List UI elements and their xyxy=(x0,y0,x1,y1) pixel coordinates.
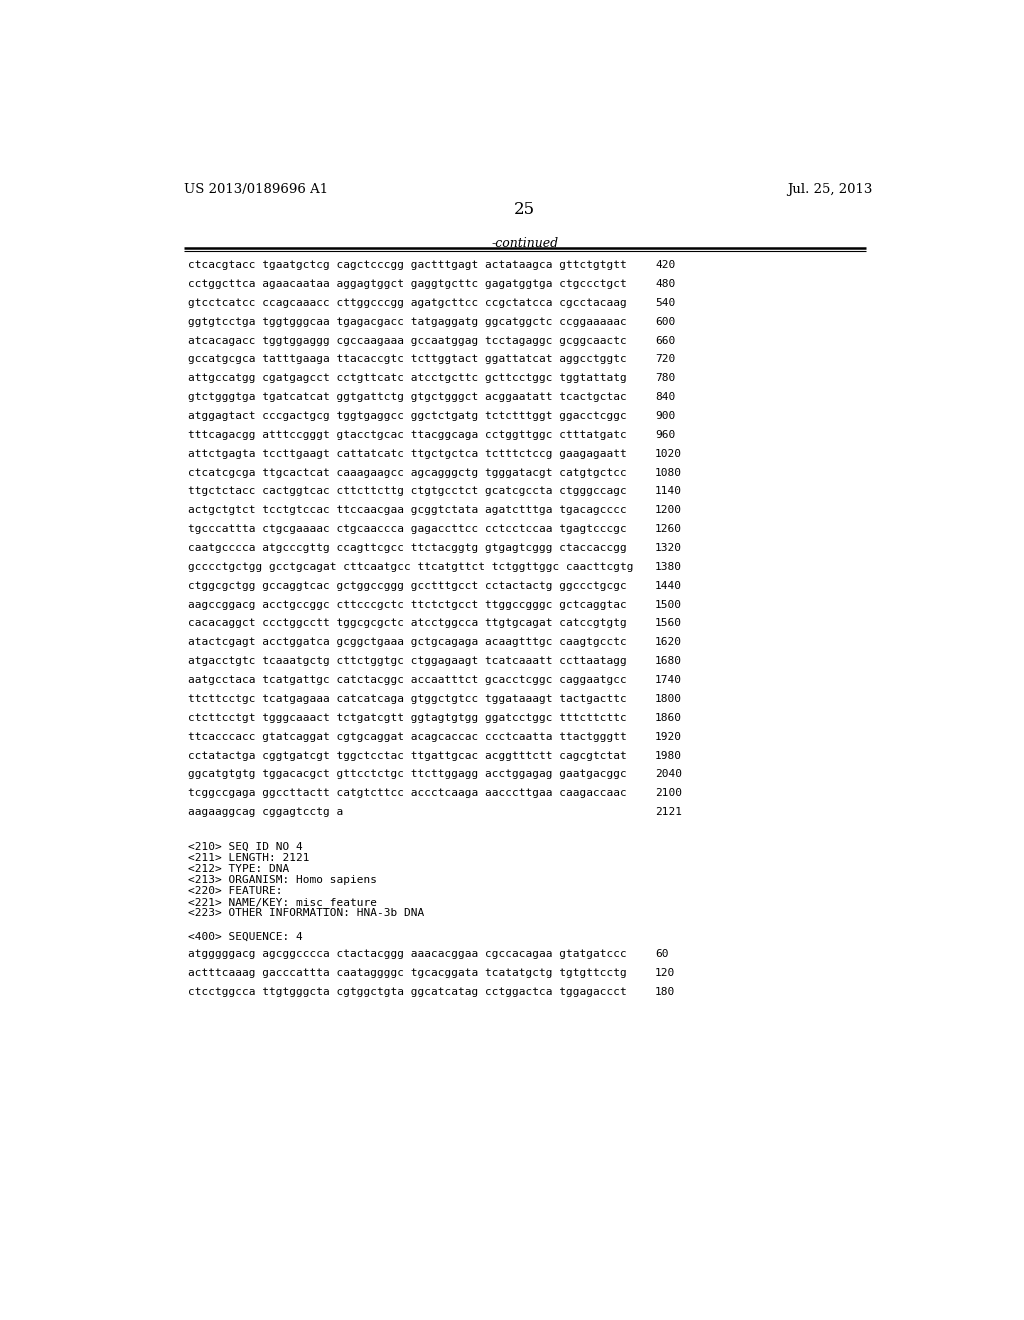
Text: cctggcttca agaacaataa aggagtggct gaggtgcttc gagatggtga ctgccctgct: cctggcttca agaacaataa aggagtggct gaggtgc… xyxy=(188,279,627,289)
Text: 1200: 1200 xyxy=(655,506,682,515)
Text: gccatgcgca tatttgaaga ttacaccgtc tcttggtact ggattatcat aggcctggtc: gccatgcgca tatttgaaga ttacaccgtc tcttggt… xyxy=(188,354,627,364)
Text: 25: 25 xyxy=(514,201,536,218)
Text: ctggcgctgg gccaggtcac gctggccggg gcctttgcct cctactactg ggccctgcgc: ctggcgctgg gccaggtcac gctggccggg gcctttg… xyxy=(188,581,627,591)
Text: 720: 720 xyxy=(655,354,675,364)
Text: actttcaaag gacccattta caataggggc tgcacggata tcatatgctg tgtgttcctg: actttcaaag gacccattta caataggggc tgcacgg… xyxy=(188,968,627,978)
Text: 1380: 1380 xyxy=(655,562,682,572)
Text: 2121: 2121 xyxy=(655,807,682,817)
Text: aatgcctaca tcatgattgc catctacggc accaatttct gcacctcggc caggaatgcc: aatgcctaca tcatgattgc catctacggc accaatt… xyxy=(188,675,627,685)
Text: 2040: 2040 xyxy=(655,770,682,779)
Text: atactcgagt acctggatca gcggctgaaa gctgcagaga acaagtttgc caagtgcctc: atactcgagt acctggatca gcggctgaaa gctgcag… xyxy=(188,638,627,647)
Text: tttcagacgg atttccgggt gtacctgcac ttacggcaga cctggttggc ctttatgatc: tttcagacgg atttccgggt gtacctgcac ttacggc… xyxy=(188,430,627,440)
Text: <400> SEQUENCE: 4: <400> SEQUENCE: 4 xyxy=(188,932,303,942)
Text: 1560: 1560 xyxy=(655,619,682,628)
Text: ttcacccacc gtatcaggat cgtgcaggat acagcaccac ccctcaatta ttactgggtt: ttcacccacc gtatcaggat cgtgcaggat acagcac… xyxy=(188,731,627,742)
Text: ctcttcctgt tgggcaaact tctgatcgtt ggtagtgtgg ggatcctggc tttcttcttc: ctcttcctgt tgggcaaact tctgatcgtt ggtagtg… xyxy=(188,713,627,723)
Text: -continued: -continued xyxy=(492,238,558,249)
Text: US 2013/0189696 A1: US 2013/0189696 A1 xyxy=(183,183,328,197)
Text: 1440: 1440 xyxy=(655,581,682,591)
Text: 60: 60 xyxy=(655,949,669,958)
Text: <221> NAME/KEY: misc_feature: <221> NAME/KEY: misc_feature xyxy=(188,898,378,908)
Text: tcggccgaga ggccttactt catgtcttcc accctcaaga aacccttgaa caagaccaac: tcggccgaga ggccttactt catgtcttcc accctca… xyxy=(188,788,627,799)
Text: ggcatgtgtg tggacacgct gttcctctgc ttcttggagg acctggagag gaatgacggc: ggcatgtgtg tggacacgct gttcctctgc ttcttgg… xyxy=(188,770,627,779)
Text: 1860: 1860 xyxy=(655,713,682,723)
Text: 960: 960 xyxy=(655,430,675,440)
Text: aagccggacg acctgccggc cttcccgctc ttctctgcct ttggccgggc gctcaggtac: aagccggacg acctgccggc cttcccgctc ttctctg… xyxy=(188,599,627,610)
Text: 1620: 1620 xyxy=(655,638,682,647)
Text: ctcatcgcga ttgcactcat caaagaagcc agcagggctg tgggatacgt catgtgctcc: ctcatcgcga ttgcactcat caaagaagcc agcaggg… xyxy=(188,467,627,478)
Text: 540: 540 xyxy=(655,298,675,308)
Text: 1680: 1680 xyxy=(655,656,682,667)
Text: 1920: 1920 xyxy=(655,731,682,742)
Text: 1980: 1980 xyxy=(655,751,682,760)
Text: 780: 780 xyxy=(655,374,675,383)
Text: <213> ORGANISM: Homo sapiens: <213> ORGANISM: Homo sapiens xyxy=(188,875,378,884)
Text: ctcacgtacc tgaatgctcg cagctcccgg gactttgagt actataagca gttctgtgtt: ctcacgtacc tgaatgctcg cagctcccgg gactttg… xyxy=(188,260,627,271)
Text: 1080: 1080 xyxy=(655,467,682,478)
Text: <223> OTHER INFORMATION: HNA-3b DNA: <223> OTHER INFORMATION: HNA-3b DNA xyxy=(188,908,425,919)
Text: cctatactga cggtgatcgt tggctcctac ttgattgcac acggtttctt cagcgtctat: cctatactga cggtgatcgt tggctcctac ttgattg… xyxy=(188,751,627,760)
Text: 120: 120 xyxy=(655,968,675,978)
Text: 1260: 1260 xyxy=(655,524,682,535)
Text: ctcctggcca ttgtgggcta cgtggctgta ggcatcatag cctggactca tggagaccct: ctcctggcca ttgtgggcta cgtggctgta ggcatca… xyxy=(188,986,627,997)
Text: 180: 180 xyxy=(655,986,675,997)
Text: caatgcccca atgcccgttg ccagttcgcc ttctacggtg gtgagtcggg ctaccaccgg: caatgcccca atgcccgttg ccagttcgcc ttctacg… xyxy=(188,543,627,553)
Text: 660: 660 xyxy=(655,335,675,346)
Text: Jul. 25, 2013: Jul. 25, 2013 xyxy=(786,183,872,197)
Text: ttgctctacc cactggtcac cttcttcttg ctgtgcctct gcatcgccta ctgggccagc: ttgctctacc cactggtcac cttcttcttg ctgtgcc… xyxy=(188,487,627,496)
Text: atggagtact cccgactgcg tggtgaggcc ggctctgatg tctctttggt ggacctcggc: atggagtact cccgactgcg tggtgaggcc ggctctg… xyxy=(188,411,627,421)
Text: <220> FEATURE:: <220> FEATURE: xyxy=(188,886,283,896)
Text: attctgagta tccttgaagt cattatcatc ttgctgctca tctttctccg gaagagaatt: attctgagta tccttgaagt cattatcatc ttgctgc… xyxy=(188,449,627,458)
Text: 2100: 2100 xyxy=(655,788,682,799)
Text: 480: 480 xyxy=(655,279,675,289)
Text: gcccctgctgg gcctgcagat cttcaatgcc ttcatgttct tctggttggc caacttcgtg: gcccctgctgg gcctgcagat cttcaatgcc ttcatg… xyxy=(188,562,634,572)
Text: tgcccattta ctgcgaaaac ctgcaaccca gagaccttcc cctcctccaa tgagtcccgc: tgcccattta ctgcgaaaac ctgcaaccca gagacct… xyxy=(188,524,627,535)
Text: 1800: 1800 xyxy=(655,694,682,704)
Text: <211> LENGTH: 2121: <211> LENGTH: 2121 xyxy=(188,853,310,862)
Text: <212> TYPE: DNA: <212> TYPE: DNA xyxy=(188,863,290,874)
Text: 900: 900 xyxy=(655,411,675,421)
Text: <210> SEQ ID NO 4: <210> SEQ ID NO 4 xyxy=(188,841,303,851)
Text: atcacagacc tggtggaggg cgccaagaaa gccaatggag tcctagaggc gcggcaactc: atcacagacc tggtggaggg cgccaagaaa gccaatg… xyxy=(188,335,627,346)
Text: 1140: 1140 xyxy=(655,487,682,496)
Text: 420: 420 xyxy=(655,260,675,271)
Text: atgggggacg agcggcccca ctactacggg aaacacggaa cgccacagaa gtatgatccc: atgggggacg agcggcccca ctactacggg aaacacg… xyxy=(188,949,627,958)
Text: 1320: 1320 xyxy=(655,543,682,553)
Text: attgccatgg cgatgagcct cctgttcatc atcctgcttc gcttcctggc tggtattatg: attgccatgg cgatgagcct cctgttcatc atcctgc… xyxy=(188,374,627,383)
Text: cacacaggct ccctggcctt tggcgcgctc atcctggcca ttgtgcagat catccgtgtg: cacacaggct ccctggcctt tggcgcgctc atcctgg… xyxy=(188,619,627,628)
Text: 1020: 1020 xyxy=(655,449,682,458)
Text: 1500: 1500 xyxy=(655,599,682,610)
Text: atgacctgtc tcaaatgctg cttctggtgc ctggagaagt tcatcaaatt ccttaatagg: atgacctgtc tcaaatgctg cttctggtgc ctggaga… xyxy=(188,656,627,667)
Text: aagaaggcag cggagtcctg a: aagaaggcag cggagtcctg a xyxy=(188,807,344,817)
Text: gtcctcatcc ccagcaaacc cttggcccgg agatgcttcc ccgctatcca cgcctacaag: gtcctcatcc ccagcaaacc cttggcccgg agatgct… xyxy=(188,298,627,308)
Text: 1740: 1740 xyxy=(655,675,682,685)
Text: gtctgggtga tgatcatcat ggtgattctg gtgctgggct acggaatatt tcactgctac: gtctgggtga tgatcatcat ggtgattctg gtgctgg… xyxy=(188,392,627,403)
Text: actgctgtct tcctgtccac ttccaacgaa gcggtctata agatctttga tgacagcccc: actgctgtct tcctgtccac ttccaacgaa gcggtct… xyxy=(188,506,627,515)
Text: ggtgtcctga tggtgggcaa tgagacgacc tatgaggatg ggcatggctc ccggaaaaac: ggtgtcctga tggtgggcaa tgagacgacc tatgagg… xyxy=(188,317,627,326)
Text: ttcttcctgc tcatgagaaa catcatcaga gtggctgtcc tggataaagt tactgacttc: ttcttcctgc tcatgagaaa catcatcaga gtggctg… xyxy=(188,694,627,704)
Text: 600: 600 xyxy=(655,317,675,326)
Text: 840: 840 xyxy=(655,392,675,403)
